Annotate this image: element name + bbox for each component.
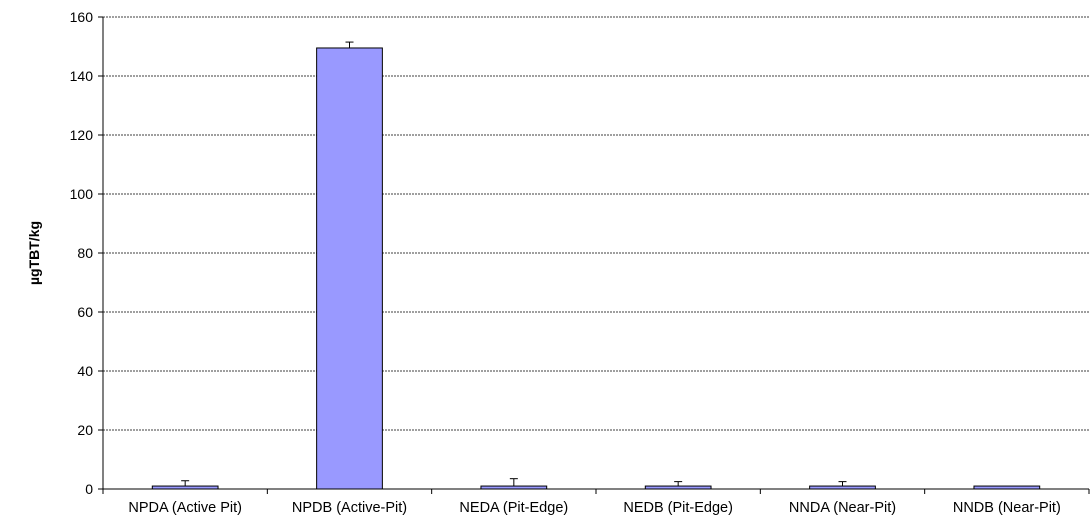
- y-tick-label: 140: [70, 68, 94, 84]
- y-tick-label: 20: [77, 422, 93, 438]
- axes: [98, 16, 1090, 494]
- x-tick-label: NEDA (Pit-Edge): [459, 500, 568, 516]
- y-tick-label: 0: [85, 481, 93, 497]
- bar: [316, 47, 383, 490]
- bars: [151, 47, 1041, 490]
- error-bars: [181, 41, 847, 487]
- y-tick-label: 100: [70, 186, 94, 202]
- x-tick-label: NNDA (Near-Pit): [789, 500, 896, 516]
- y-tick-label: 80: [77, 245, 93, 261]
- y-tick-labels: 0 20 40 60 80 100 120 140 160: [70, 9, 94, 497]
- y-tick-label: 40: [77, 363, 93, 379]
- y-tick-label: 60: [77, 304, 93, 320]
- x-tick-label: NPDA (Active Pit): [128, 500, 242, 516]
- y-tick-label: 160: [70, 9, 94, 25]
- x-tick-label: NNDB (Near-Pit): [953, 500, 1061, 516]
- x-tick-labels: NPDA (Active Pit) NPDB (Active-Pit) NEDA (…: [128, 500, 1060, 516]
- x-tick-label: NPDB (Active-Pit): [292, 500, 407, 516]
- y-axis-label: µgTBT/kg: [26, 221, 42, 285]
- y-tick-label: 120: [70, 127, 94, 143]
- x-tick-label: NEDB (Pit-Edge): [623, 500, 733, 516]
- gridlines: [103, 16, 1089, 431]
